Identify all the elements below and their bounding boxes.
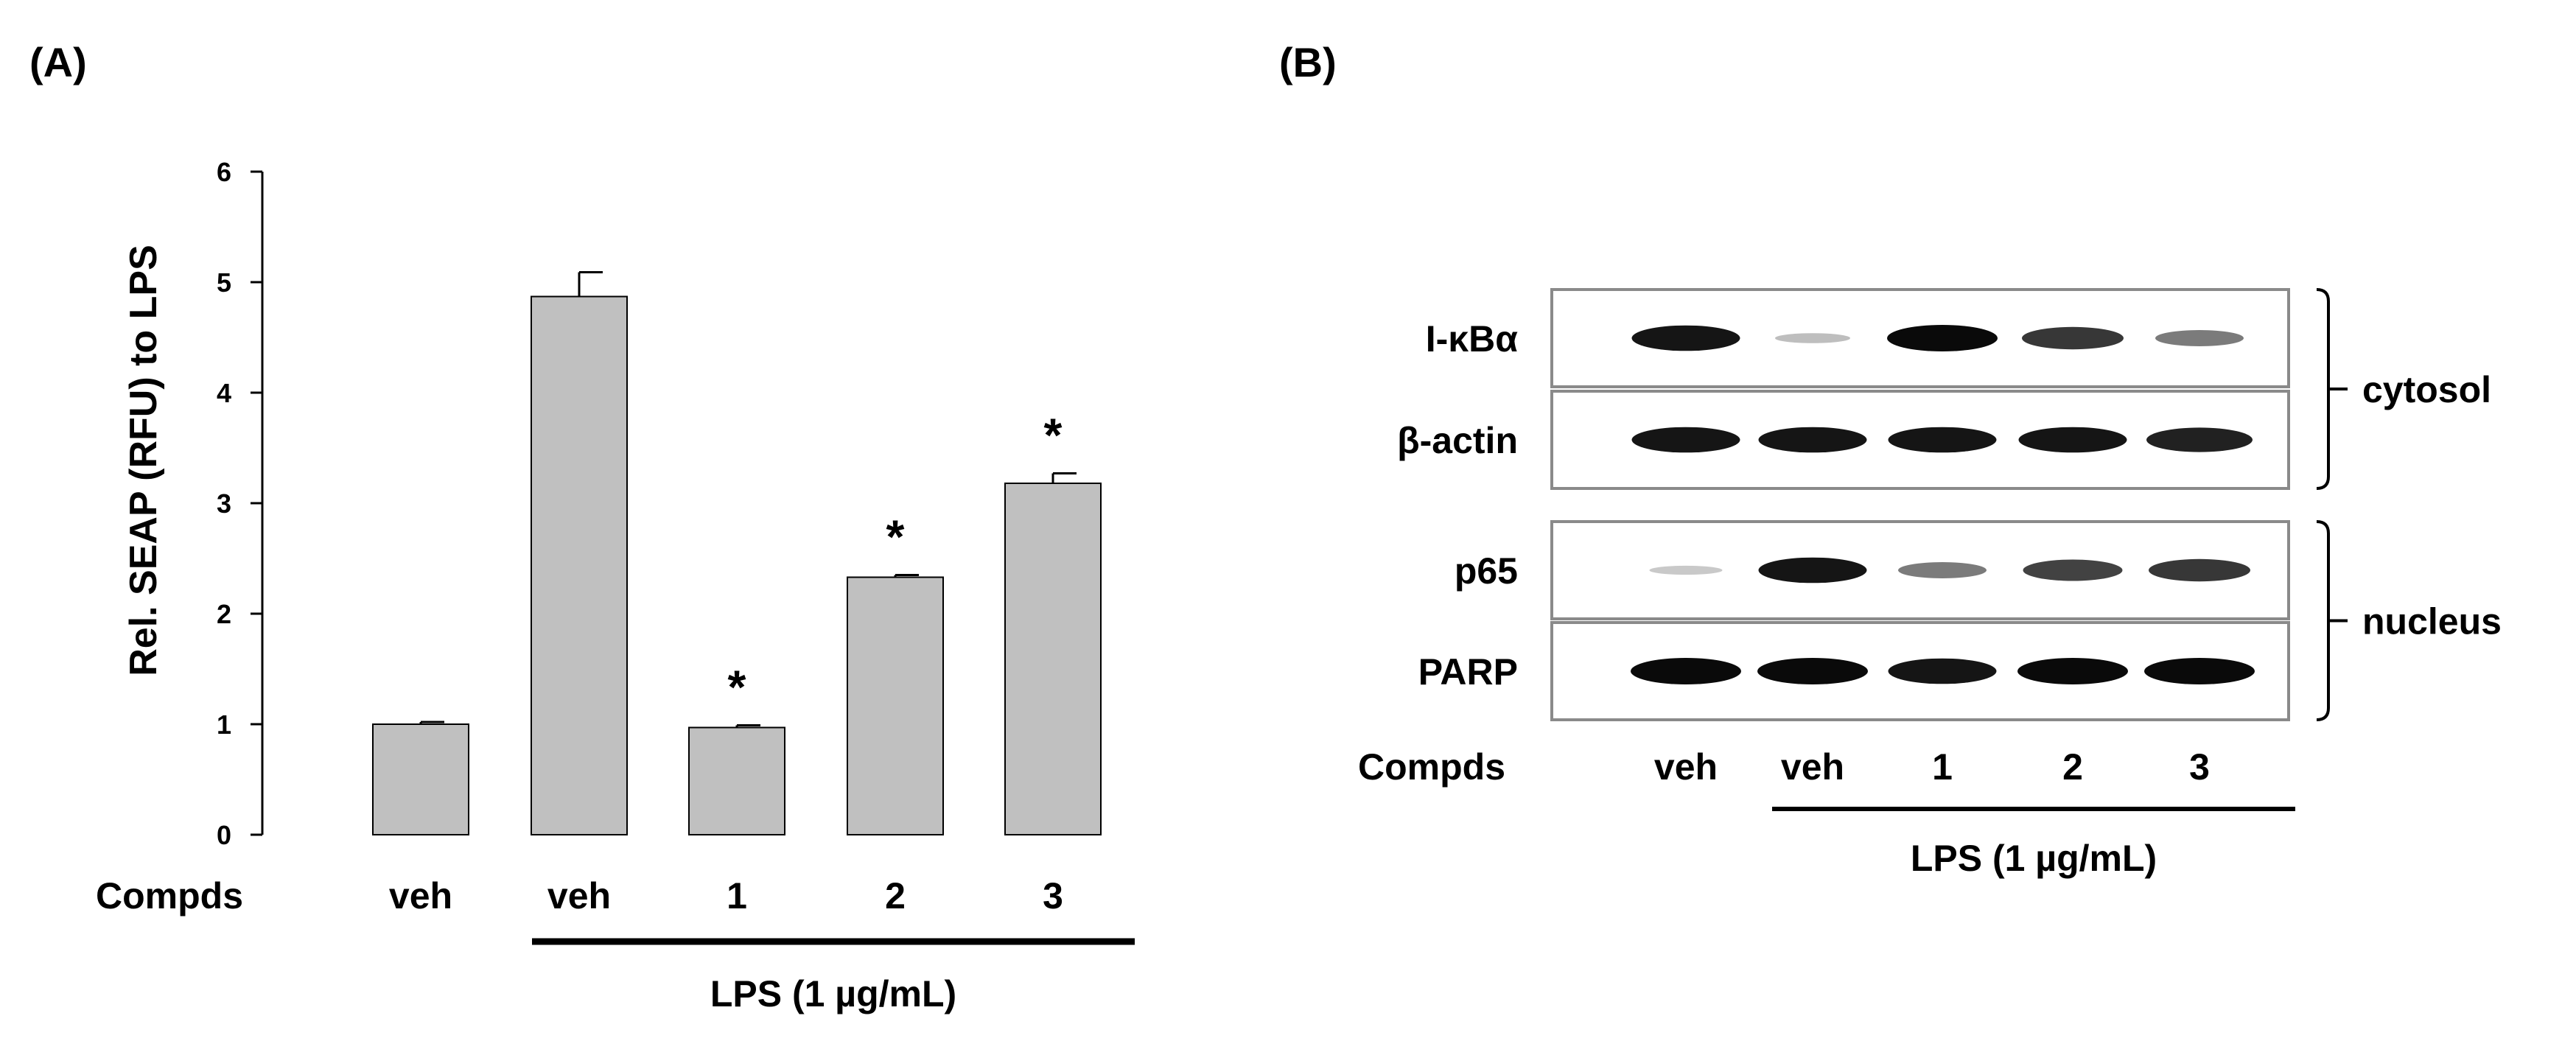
compartment-bracket [2316,520,2330,721]
lane-label: 2 [2062,746,2083,788]
western-blots: I-κBα β-actin p65 PARP [1397,288,2290,721]
lane-label: veh [1781,746,1844,788]
significance-marker: * [728,661,746,714]
y-tick-label: 2 [217,599,231,629]
blot-band [1888,427,1997,453]
blot-band [2022,326,2124,350]
significance-marker: * [1044,409,1063,462]
y-tick-label: 3 [217,488,231,519]
compartment-bracket [2316,288,2330,490]
blot-label: I-κBα [1426,318,1519,360]
x-category-label: 3 [1043,875,1063,916]
x-category-label: veh [389,875,452,916]
panel-b-label: (B) [1279,39,1337,85]
blot-band [1758,427,1867,453]
blot-band [1757,658,1868,684]
y-tick-label: 0 [217,820,231,850]
bar [688,726,785,835]
blot-band [1898,562,1987,578]
compartment-label: cytosol [2362,369,2491,410]
y-tick-label: 4 [217,378,231,408]
blot-band [2155,330,2244,346]
x-category-label: 1 [727,875,747,916]
bars-group: * * * [372,271,1102,835]
blot-band [2017,658,2128,684]
blot-band [2144,658,2255,684]
blot-band [1888,658,1997,684]
lps-label-b: LPS (1 µg/mL) [1911,838,2157,879]
y-axis-ticks: 0 1 2 3 4 5 6 [217,157,262,850]
lps-label-a: LPS (1 µg/mL) [710,973,956,1014]
bar [847,576,944,835]
blot-band [1758,557,1867,583]
compartment-brackets: cytosol nucleus [2316,288,2502,721]
blot-band [1887,325,1998,351]
x-category-label: veh [547,875,611,916]
lane-label: 1 [1932,746,1953,788]
bar [531,295,628,835]
blot-band [1649,565,1723,575]
bar [372,723,469,835]
blot-band [1631,427,1740,453]
blot-band [2023,559,2123,581]
compds-label-a: Compds [96,875,243,916]
y-tick-label: 5 [217,267,231,298]
lane-label: veh [1654,746,1718,788]
x-category-label: 2 [885,875,906,916]
y-tick-label: 6 [217,157,231,187]
blot-label: PARP [1418,651,1518,693]
panel-a-label: (A) [29,39,87,85]
lane-label: 3 [2189,746,2210,788]
blot-strip: β-actin [1397,390,2290,490]
lane-labels: veh veh 1 2 3 [1654,746,2210,788]
blot-band [2146,427,2253,452]
compds-label-b: Compds [1358,746,1505,788]
y-tick-label: 1 [217,709,231,740]
compartment-label: nucleus [2362,601,2502,642]
blot-band [1775,333,1850,343]
blot-band [1631,325,1740,351]
blot-label: β-actin [1397,420,1518,461]
blot-strip: I-κBα [1426,288,2290,388]
x-category-labels: veh veh 1 2 3 [389,875,1063,916]
blot-strip: PARP [1418,621,2290,721]
blot-band [1631,658,1741,684]
blot-strip: p65 [1455,520,2290,620]
y-axis-label: Rel. SEAP (RFU) to LPS [122,245,165,676]
significance-marker: * [886,511,905,564]
blot-band [2018,427,2127,453]
bar [1004,483,1102,835]
blot-band [2149,558,2250,582]
blot-label: p65 [1455,550,1518,592]
